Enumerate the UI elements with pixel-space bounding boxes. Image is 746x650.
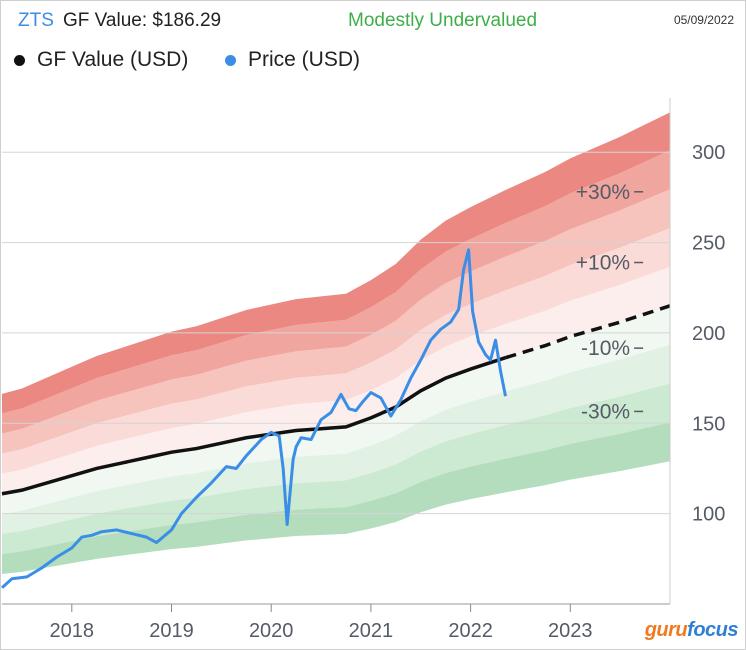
band-label: +10%	[576, 252, 630, 275]
valuation-band-7	[2, 383, 670, 554]
valuation-band-5	[2, 305, 670, 514]
grid-lines	[2, 151, 670, 515]
valuation-band-0	[2, 112, 670, 414]
x-tick-label: 2018	[50, 620, 95, 642]
y-tick-label: 100	[692, 504, 725, 526]
valuation-bands	[2, 112, 670, 575]
legend-dot-icon	[225, 54, 236, 66]
gf-value-title: GF Value: $186.29	[63, 10, 222, 31]
axes: 100 150 200 250 300 2018 2019 2020 2021 2022 2023	[2, 98, 725, 642]
logo-text-focus: focus	[687, 619, 738, 641]
valuation-band-3	[2, 228, 670, 474]
gf-value-forecast-line	[504, 304, 671, 360]
valuation-band-6	[2, 344, 670, 534]
legend-item-price[interactable]: Price (USD)	[225, 48, 360, 72]
valuation-band-8	[2, 422, 670, 575]
x-tick-label: 2022	[448, 620, 493, 642]
gf-value-line	[1, 356, 507, 496]
gurufocus-logo: gurufocus	[644, 619, 739, 642]
price-line	[0, 248, 507, 589]
legend-item-gf-value[interactable]: GF Value (USD)	[14, 48, 188, 72]
ticker-link[interactable]: ZTS	[18, 10, 54, 31]
as-of-date: 05/09/2022	[673, 13, 734, 27]
valuation-status: Modestly Undervalued	[348, 10, 538, 31]
band-label: -10%	[581, 337, 630, 360]
legend-label: GF Value (USD)	[37, 48, 189, 71]
logo-text-guru: guru	[644, 619, 688, 641]
x-tick-label: 2019	[149, 620, 194, 642]
band-labels: +30% +10% -10% -30%	[576, 181, 644, 423]
legend-dot-icon	[14, 54, 25, 66]
valuation-band-2	[2, 189, 670, 454]
chart-legend: GF Value (USD) Price (USD)	[0, 46, 746, 76]
x-tick-label: 2023	[548, 620, 593, 642]
band-label: +30%	[576, 181, 630, 204]
valuation-band-1	[2, 150, 670, 434]
y-tick-label: 200	[692, 323, 725, 345]
chart-header: ZTS GF Value: $186.29 Modestly Undervalu…	[0, 0, 746, 44]
legend-label: Price (USD)	[248, 48, 361, 71]
x-tick-label: 2020	[249, 620, 294, 642]
x-tick-label: 2021	[349, 620, 394, 642]
y-tick-label: 150	[692, 413, 725, 435]
y-tick-label: 300	[692, 142, 725, 164]
series-lines	[0, 248, 671, 589]
valuation-band-4	[2, 266, 670, 494]
y-tick-label: 250	[692, 233, 725, 255]
band-label: -30%	[581, 400, 630, 423]
